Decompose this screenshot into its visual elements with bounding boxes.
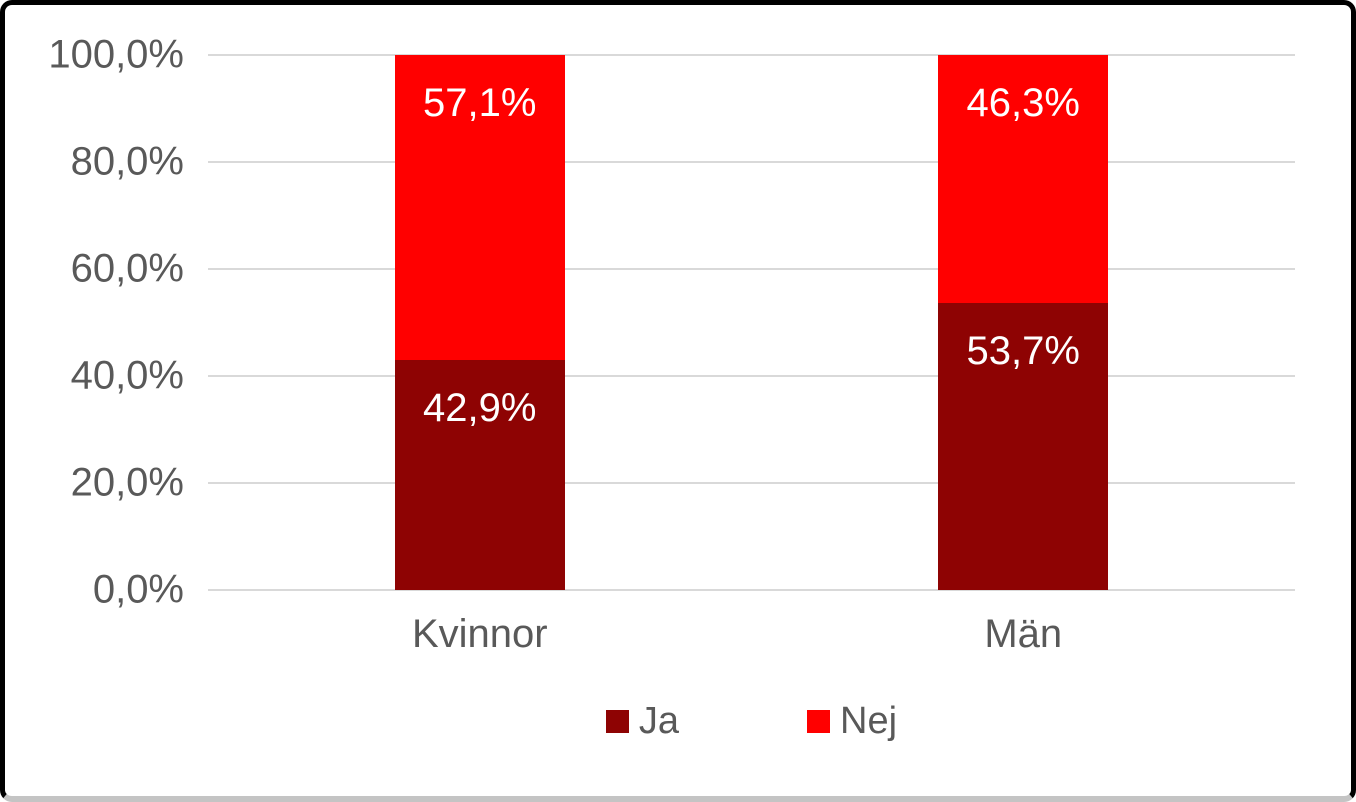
bar-segment-kvinnor-ja[interactable]: 42,9%	[394, 360, 565, 590]
data-label-män-ja: 53,7%	[966, 328, 1080, 373]
bar-segment-män-ja[interactable]: 53,7%	[938, 302, 1109, 590]
data-label-män-nej: 46,3%	[966, 81, 1080, 125]
y-axis-tick-label: 60,0%	[70, 246, 184, 291]
gridline-800	[208, 161, 1295, 163]
y-axis-tick-label: 40,0%	[70, 353, 184, 398]
x-axis-category-label-kvinnor: Kvinnor	[411, 612, 548, 656]
y-axis-tick-label: 0,0%	[92, 567, 184, 612]
legend-swatch-nej	[807, 709, 831, 733]
y-axis-tick-label: 20,0%	[70, 460, 184, 505]
bar-segment-män-nej[interactable]: 46,3%	[938, 55, 1109, 303]
legend-label-nej: Nej	[840, 699, 898, 742]
gridline-200	[208, 482, 1295, 484]
legend-label-ja: Ja	[638, 699, 680, 742]
legend-swatch-ja	[605, 709, 629, 733]
legend-item-ja[interactable]: Ja	[605, 699, 680, 743]
gridline-400	[208, 375, 1295, 377]
y-axis-tick-label: 80,0%	[70, 139, 184, 184]
y-axis-tick-label: 100,0%	[48, 32, 184, 77]
chart-legend: Ja Nej	[208, 698, 1295, 744]
gridline-00	[208, 589, 1295, 591]
data-label-kvinnor-nej: 57,1%	[423, 81, 537, 125]
x-axis-category-label-män: Män	[984, 612, 1063, 656]
gridline-600	[208, 268, 1295, 270]
gridline-1000	[208, 54, 1295, 56]
legend-item-nej[interactable]: Nej	[807, 700, 897, 743]
data-label-kvinnor-ja: 42,9%	[423, 386, 537, 431]
bar-segment-kvinnor-nej[interactable]: 57,1%	[394, 55, 565, 361]
